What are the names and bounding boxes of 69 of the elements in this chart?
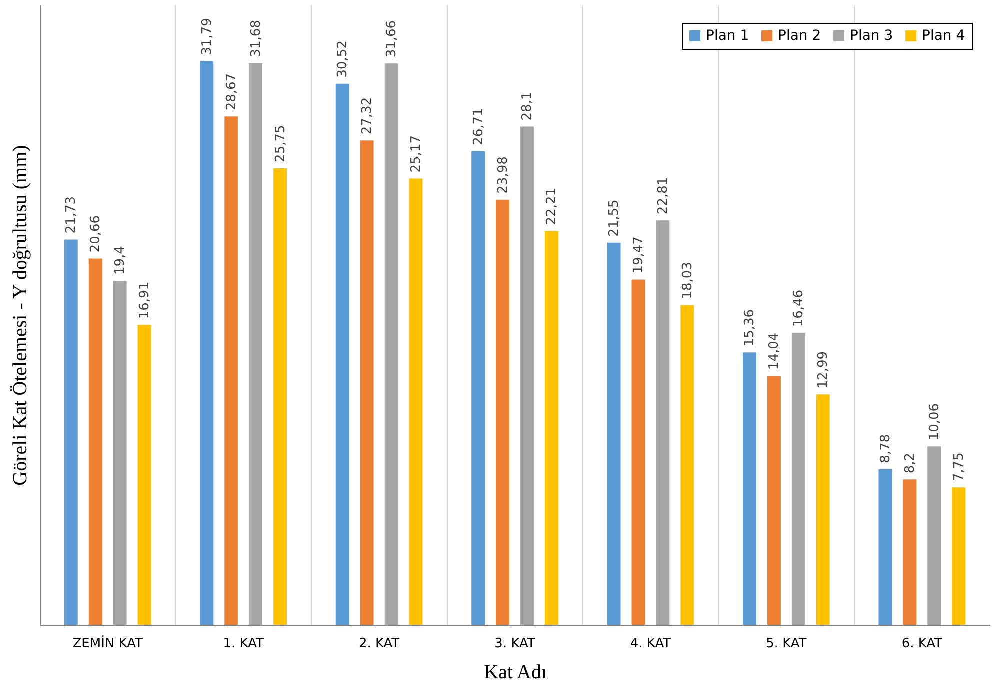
legend-label: Plan 2 [778, 28, 822, 44]
x-tick-label: 1. KAT [223, 636, 264, 652]
data-label: 27,32 [360, 97, 376, 135]
data-label: 31,79 [200, 18, 215, 56]
bar [544, 231, 558, 625]
data-label: 23,98 [496, 156, 511, 194]
bar [767, 376, 781, 625]
bar [360, 140, 374, 625]
data-label: 28,1 [520, 92, 536, 121]
bar [520, 126, 534, 625]
x-tick-label: 3. KAT [494, 636, 536, 652]
data-label: 26,71 [471, 108, 486, 146]
data-label: 18,03 [680, 262, 696, 300]
data-label: 20,66 [88, 215, 104, 253]
data-label: 10,06 [927, 403, 942, 441]
data-label: 8,78 [878, 434, 894, 464]
x-tick-label: 4. KAT [630, 636, 672, 652]
bar [384, 64, 398, 625]
bar [113, 281, 127, 625]
data-label: 21,73 [64, 196, 80, 234]
bar [816, 394, 830, 625]
bar [249, 63, 263, 625]
legend-label: Plan 1 [706, 28, 750, 44]
data-label: 7,75 [952, 452, 967, 482]
data-label: 19,47 [631, 236, 646, 274]
data-label: 12,99 [816, 351, 832, 389]
data-label: 30,52 [336, 40, 351, 78]
legend-label: Plan 3 [850, 28, 894, 44]
data-label: 25,17 [408, 136, 424, 173]
bar [656, 220, 670, 625]
data-label: 22,81 [656, 177, 671, 215]
bar [792, 333, 806, 625]
bar [632, 280, 646, 625]
bar [743, 352, 756, 625]
bar [64, 240, 78, 625]
bar [680, 305, 694, 625]
data-label: 28,67 [224, 73, 240, 111]
data-label: 15,36 [742, 309, 758, 347]
data-label: 16,46 [792, 290, 807, 328]
x-axis-title: Kat Adı [484, 662, 548, 684]
bar [336, 84, 350, 625]
bar [496, 200, 510, 625]
data-label: 25,75 [273, 125, 288, 162]
data-label: 16,91 [138, 282, 153, 320]
bar [138, 325, 152, 625]
bar [472, 151, 486, 625]
y-axis-title: Göreli Kat Ötelemesi - Y doğrultusu (mm) [10, 145, 32, 486]
data-label: 22,21 [544, 188, 560, 226]
bar [903, 480, 917, 625]
data-label: 31,68 [248, 20, 264, 58]
bar [200, 61, 214, 625]
bar [274, 168, 287, 625]
x-tick-label: ZEMİN KAT [72, 636, 143, 652]
bar [607, 242, 621, 625]
data-label: 31,66 [384, 20, 400, 58]
bar [409, 178, 423, 625]
bar [952, 488, 966, 625]
bar [88, 258, 102, 625]
x-tick-label: 5. KAT [766, 636, 807, 652]
data-label: 21,55 [607, 200, 622, 237]
data-label: 8,2 [902, 452, 918, 474]
data-label: 14,04 [767, 332, 782, 370]
x-tick-label: 2. KAT [358, 636, 400, 652]
data-label: 19,4 [113, 246, 128, 276]
bar [928, 446, 942, 625]
bar [878, 469, 892, 625]
bar [224, 116, 238, 625]
x-tick-label: 6. KAT [902, 636, 943, 652]
legend-label: Plan 4 [922, 28, 966, 44]
